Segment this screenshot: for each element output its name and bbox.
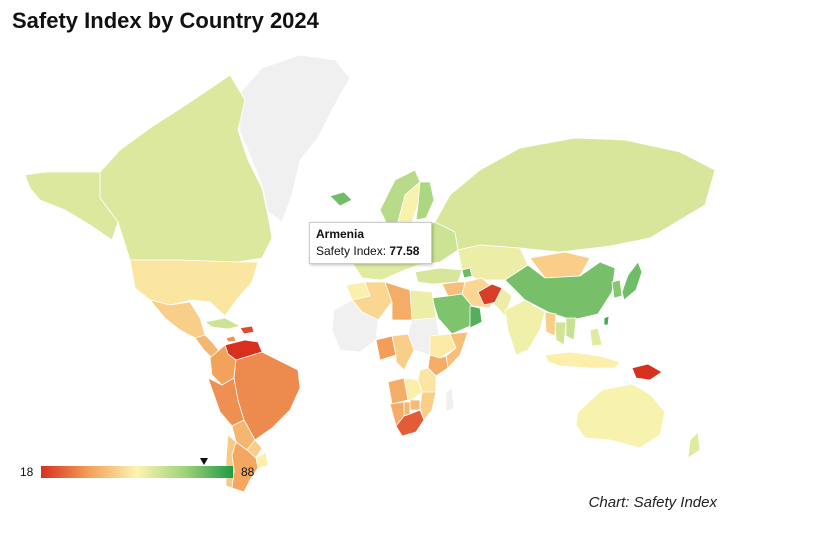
country-finland[interactable] — [415, 181, 435, 221]
legend-max-label: 88 — [241, 465, 255, 479]
tooltip-country: Armenia — [316, 227, 365, 241]
country-india[interactable] — [504, 299, 546, 356]
country-indonesia[interactable] — [544, 351, 621, 369]
legend-min-label: 18 — [20, 465, 34, 479]
country-papua-new-guinea[interactable] — [631, 363, 663, 381]
chart-credit: Chart: Safety Index — [588, 494, 717, 511]
country-united-states[interactable] — [129, 259, 259, 317]
country-taiwan[interactable] — [603, 315, 610, 326]
country-haiti[interactable] — [239, 325, 255, 335]
country-brazil[interactable] — [233, 351, 301, 441]
country-cuba[interactable] — [204, 317, 242, 330]
country-mongolia[interactable] — [529, 251, 591, 279]
tooltip-value: 77.58 — [389, 244, 420, 258]
country-jamaica[interactable] — [225, 335, 237, 343]
chart-title: Safety Index by Country 2024 — [12, 8, 319, 33]
country-iceland[interactable] — [329, 191, 353, 207]
country-zimbabwe[interactable] — [409, 399, 421, 411]
country-new-zealand[interactable] — [687, 431, 701, 459]
country-madagascar[interactable] — [445, 387, 455, 413]
country-pakistan[interactable] — [493, 287, 513, 317]
legend-gradient-bar — [41, 458, 233, 478]
country-south-africa[interactable] — [395, 409, 425, 437]
country-canada-west[interactable] — [24, 171, 119, 241]
country-china[interactable] — [504, 261, 616, 321]
country-vietnam[interactable] — [565, 317, 577, 341]
country-iraq[interactable] — [441, 281, 466, 297]
country-zambia[interactable] — [403, 377, 423, 401]
country-oman[interactable] — [469, 305, 483, 329]
country-mexico[interactable] — [148, 299, 206, 339]
country-armenia[interactable] — [461, 267, 473, 279]
country-myanmar[interactable] — [544, 311, 557, 337]
country-russia[interactable] — [434, 137, 716, 253]
country-ethiopia[interactable] — [429, 333, 457, 359]
color-legend: 18 88 — [20, 458, 260, 482]
country-turkey[interactable] — [414, 267, 463, 285]
country-thailand[interactable] — [554, 321, 567, 346]
country-greenland[interactable] — [237, 54, 351, 223]
country-egypt[interactable] — [409, 289, 437, 321]
tooltip: Armenia Safety Index: 77.58 — [309, 222, 432, 264]
tooltip-label: Safety Index: — [316, 244, 390, 258]
country-libya[interactable] — [384, 281, 413, 321]
legend-marker-icon — [200, 458, 209, 465]
country-japan[interactable] — [621, 261, 643, 301]
country-australia[interactable] — [575, 383, 666, 449]
country-cameroon[interactable] — [391, 333, 415, 371]
tooltip-line: Safety Index: 77.58 — [316, 244, 425, 258]
country-philippines[interactable] — [589, 327, 603, 347]
country-korea[interactable] — [611, 279, 623, 299]
